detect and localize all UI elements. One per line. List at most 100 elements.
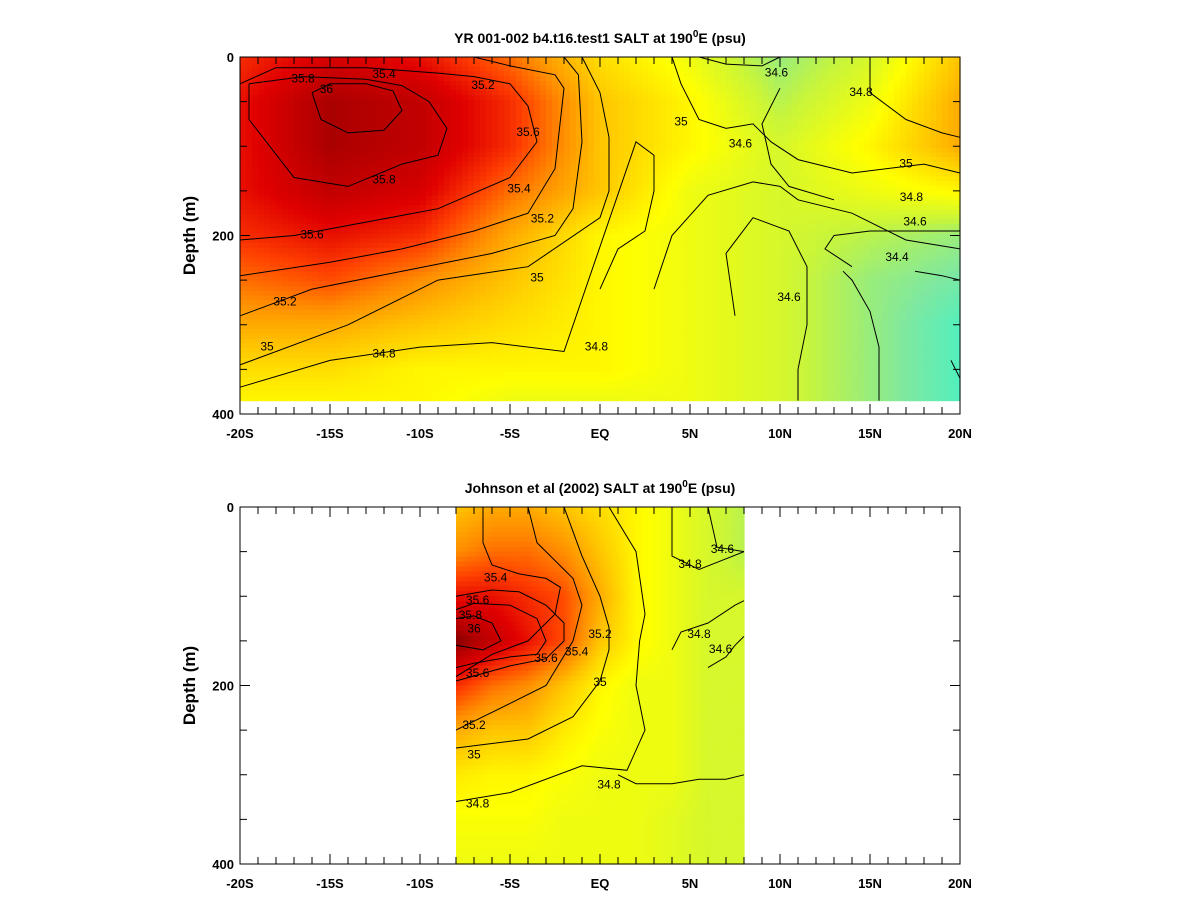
salinity-cell [288,391,295,397]
salinity-cell [330,161,337,168]
salinity-cell [300,190,307,196]
salinity-cell [636,147,643,154]
salinity-cell [240,286,247,292]
salinity-cell [564,152,571,158]
salinity-cell [270,80,277,87]
salinity-cell [336,371,343,378]
salinity-cell [474,204,481,211]
salinity-cell [522,209,529,216]
salinity-cell [354,324,361,330]
salinity-cell [402,133,409,139]
salinity-cell [510,90,517,96]
salinity-cell [270,391,277,397]
salinity-cell [348,200,355,206]
salinity-cell [468,161,475,168]
salinity-cell [612,128,619,134]
salinity-cell [456,367,463,373]
salinity-cell [282,276,289,282]
salinity-cell [462,66,469,72]
salinity-cell [576,224,583,230]
salinity-cell [300,314,307,321]
salinity-cell [414,190,421,196]
salinity-cell [372,314,379,321]
salinity-cell [240,329,247,335]
salinity-cell [312,76,319,82]
salinity-cell [516,324,523,330]
salinity-cell [480,319,487,325]
salinity-cell [246,71,253,77]
salinity-cell [408,333,415,340]
salinity-cell [294,247,301,254]
salinity-cell [348,281,355,287]
salinity-cell [582,271,589,278]
salinity-cell [570,324,577,330]
salinity-cell [456,185,463,192]
salinity-cell [642,209,649,216]
salinity-cell [372,185,379,192]
salinity-cell [498,252,505,259]
salinity-cell [654,114,661,120]
salinity-cell [378,185,385,192]
salinity-cell [654,80,661,87]
salinity-cell [288,252,295,259]
salinity-cell [276,157,283,163]
salinity-cell [420,281,427,287]
salinity-cell [540,128,547,134]
salinity-cell [438,157,445,163]
salinity-cell [528,362,535,368]
salinity-cell [504,343,511,349]
salinity-cell [642,181,649,187]
salinity-cell [516,90,523,96]
salinity-cell [414,219,421,225]
salinity-cell [258,371,265,378]
salinity-cell [366,276,373,282]
salinity-cell [576,333,583,340]
salinity-cell [534,376,541,383]
salinity-cell [390,76,397,82]
salinity-cell [276,200,283,206]
salinity-cell [414,214,421,220]
salinity-cell [576,391,583,397]
salinity-cell [588,190,595,196]
salinity-cell [504,85,511,91]
salinity-cell [630,57,637,63]
salinity-cell [270,195,277,201]
salinity-cell [354,333,361,340]
salinity-cell [342,386,349,392]
salinity-cell [342,133,349,139]
salinity-cell [612,224,619,230]
salinity-cell [372,266,379,273]
salinity-cell [648,138,655,144]
salinity-cell [612,338,619,344]
salinity-cell [288,119,295,125]
salinity-cell [480,204,487,211]
salinity-cell [312,309,319,316]
salinity-cell [504,262,511,268]
salinity-cell [360,333,367,340]
salinity-cell [552,333,559,340]
salinity-cell [384,386,391,392]
salinity-cell [276,99,283,106]
salinity-cell [546,57,553,63]
salinity-cell [510,281,517,287]
salinity-cell [294,66,301,72]
salinity-cell [438,224,445,230]
salinity-cell [330,204,337,211]
salinity-cell [306,80,313,87]
salinity-cell [480,381,487,387]
salinity-cell [594,57,601,63]
salinity-cell [420,300,427,306]
salinity-cell [552,138,559,144]
salinity-cell [348,290,355,297]
salinity-cell [348,176,355,182]
salinity-cell [390,329,397,335]
salinity-cell [438,333,445,340]
salinity-cell [420,190,427,196]
salinity-cell [474,185,481,192]
salinity-cell [462,119,469,125]
salinity-cell [450,161,457,168]
salinity-cell [654,147,661,154]
salinity-cell [324,95,331,101]
salinity-cell [396,295,403,301]
salinity-cell [414,367,421,373]
